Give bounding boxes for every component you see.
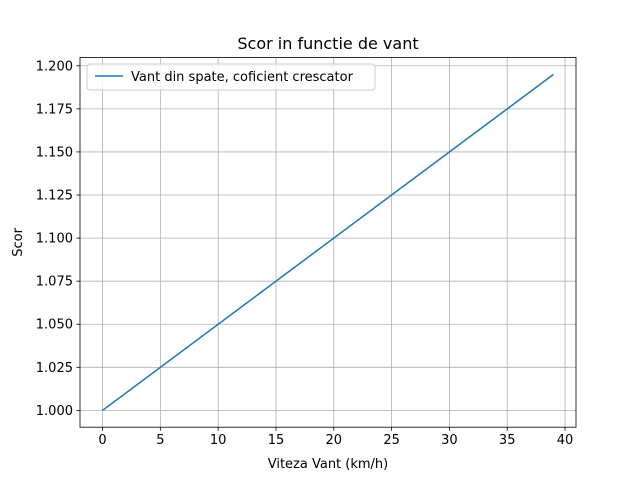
y-tick-label: 1.075 <box>36 275 73 290</box>
x-tick-label: 40 <box>557 433 574 448</box>
series-lines <box>102 73 554 412</box>
y-tick-label: 1.175 <box>36 102 73 117</box>
x-tick-label: 35 <box>499 433 516 448</box>
y-tick-label: 1.100 <box>36 232 73 247</box>
y-tick-label: 1.000 <box>36 404 73 419</box>
y-tick-label: 1.125 <box>36 189 73 204</box>
x-tick-label: 10 <box>210 433 227 448</box>
legend: Vant din spate, coficient crescator <box>86 63 376 91</box>
x-tick-label: 15 <box>268 433 285 448</box>
plot-area-frame <box>79 57 577 428</box>
x-tick-label: 30 <box>441 433 458 448</box>
x-tick-label: 20 <box>326 433 343 448</box>
axis-ticks: 0 5 10 15 20 25 30 35 40 1.000 1.025 1.050 1.075 1.10… <box>36 59 574 448</box>
chart-title: Scor in functie de vant <box>237 34 418 53</box>
y-tick-label: 1.200 <box>36 59 73 74</box>
legend-box <box>86 63 376 91</box>
y-tick-label: 1.025 <box>36 361 73 376</box>
legend-entry-label: Vant din spate, coficient crescator <box>131 70 354 85</box>
x-tick-label: 25 <box>383 433 400 448</box>
y-tick-label: 1.050 <box>36 318 73 333</box>
y-tick-label: 1.150 <box>36 145 73 160</box>
x-axis-label: Viteza Vant (km/h) <box>268 457 389 472</box>
series-line <box>102 73 554 412</box>
y-axis-label: Scor <box>11 227 26 256</box>
x-tick-label: 0 <box>98 433 106 448</box>
x-tick-label: 5 <box>156 433 164 448</box>
